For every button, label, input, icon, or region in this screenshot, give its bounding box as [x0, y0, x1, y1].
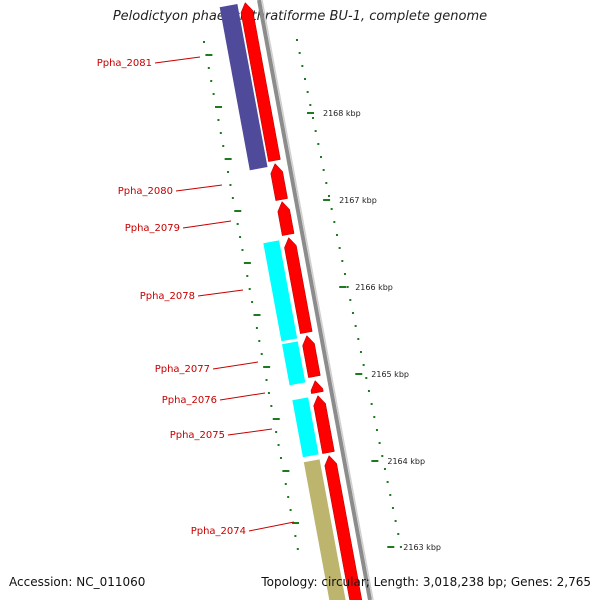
tick-label: 2164 kbp [387, 457, 425, 466]
gene-leader-line [219, 392, 266, 401]
genome-title: Pelodictyon phaeoclathratiforme BU-1, co… [112, 9, 488, 24]
cds-arrow [302, 335, 321, 378]
gene-leader-line [182, 220, 232, 229]
cds-arrow [240, 2, 281, 162]
cds-arrow [313, 395, 335, 454]
gene-leader-line [154, 56, 201, 64]
cds-arrow [310, 380, 324, 394]
cds-arrow [270, 163, 288, 201]
gene-label[interactable]: Ppha_2078 [140, 291, 195, 302]
gene-label[interactable]: Ppha_2075 [170, 430, 225, 441]
gene-label[interactable]: Ppha_2074 [191, 526, 246, 537]
gene-leader-line [248, 521, 295, 532]
feature-track [219, 2, 363, 600]
gene-label[interactable]: Ppha_2080 [118, 186, 173, 197]
gc-skew-track [203, 39, 402, 550]
gene-labels: Ppha_2081 Ppha_2080 Ppha_2079 Ppha_2078 Ppha… [97, 56, 295, 537]
feature-ppha-2078 [263, 240, 298, 342]
gene-leader-line [227, 428, 273, 436]
tick-label: 2165 kbp [371, 370, 409, 379]
tick-label: 2168 kbp [323, 109, 361, 118]
cds-arrow [277, 201, 295, 236]
gene-leader-line [197, 289, 244, 297]
scale-ticks: 2168 kbp 2167 kbp 2166 kbp 2165 kbp 2164 kbp… [307, 109, 441, 552]
feature-ppha-2081 [219, 4, 268, 171]
cds-arrow [324, 455, 363, 600]
backbone [257, 0, 374, 600]
genome-summary-text: Topology: circular; Length: 3,018,238 bp… [261, 575, 591, 589]
gene-leader-line [175, 184, 223, 192]
cds-arrow [284, 237, 313, 334]
gene-label[interactable]: Ppha_2081 [97, 58, 152, 69]
tick-label: 2167 kbp [339, 196, 377, 205]
gene-leader-line [212, 361, 259, 370]
gene-label[interactable]: Ppha_2077 [155, 364, 210, 375]
tick-label: 2166 kbp [355, 283, 393, 292]
tick-label: 2163 kbp [403, 543, 441, 552]
feature-ppha-2074 [303, 459, 346, 600]
feature-ppha-2077 [282, 341, 306, 386]
gene-label[interactable]: Ppha_2079 [125, 223, 180, 234]
gene-label[interactable]: Ppha_2076 [162, 395, 217, 406]
accession-text: Accession: NC_011060 [9, 575, 146, 589]
feature-ppha-2075 [292, 397, 319, 458]
